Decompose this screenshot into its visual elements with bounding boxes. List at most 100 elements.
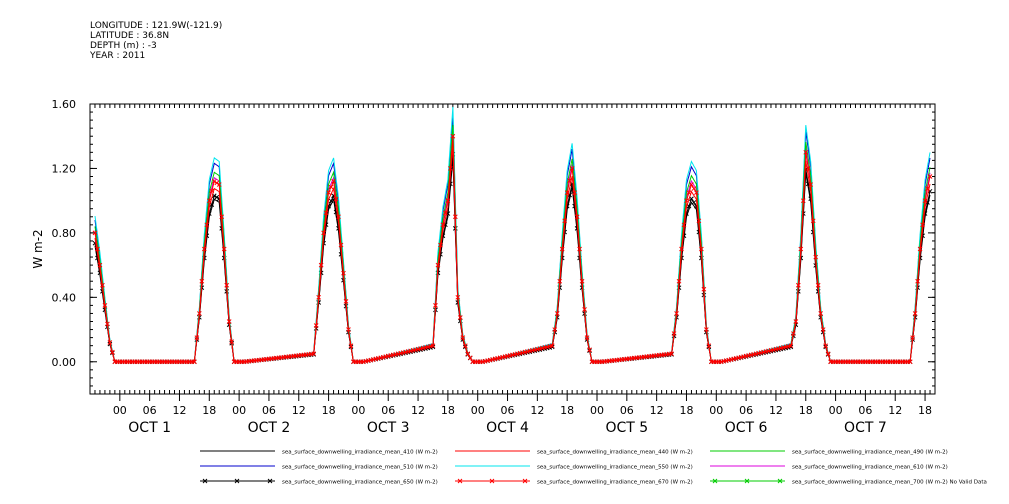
x-tick-label: 12 xyxy=(530,404,544,417)
series-marker-7 xyxy=(338,242,344,248)
series-marker-7 xyxy=(343,299,349,304)
series-marker-7 xyxy=(211,178,217,184)
header-depth: DEPTH (m) : -3 xyxy=(90,41,157,51)
x-tick-label: 18 xyxy=(322,404,336,417)
series-layer xyxy=(92,106,933,365)
y-tick-label: 0.40 xyxy=(52,291,77,304)
series-marker-7 xyxy=(348,343,354,349)
series-marker-7 xyxy=(699,246,704,252)
y-tick-label: 0.00 xyxy=(52,356,77,369)
series-marker-7 xyxy=(674,311,679,316)
series-marker-7 xyxy=(790,331,796,336)
series-marker-7 xyxy=(92,230,98,236)
series-marker-7 xyxy=(107,340,113,345)
series-marker-7 xyxy=(910,335,915,340)
series-marker-7 xyxy=(823,343,829,349)
x-tick-label: 12 xyxy=(650,404,664,417)
series-line-2 xyxy=(94,124,931,363)
series-marker-7 xyxy=(326,190,331,195)
series-marker-7 xyxy=(696,218,702,224)
x-tick-label: 06 xyxy=(620,404,634,417)
series-marker-7 xyxy=(102,303,108,308)
series-marker-7 xyxy=(462,343,468,349)
x-tick-label: 18 xyxy=(679,404,693,417)
series-marker-7 xyxy=(209,188,215,194)
legend-label-7: sea_surface_downwelling_irradiance_mean_… xyxy=(537,480,693,486)
series-marker-7 xyxy=(907,359,913,365)
x-tick-label: 12 xyxy=(411,404,425,417)
series-marker-7 xyxy=(221,246,227,252)
x-day-label: OCT 6 xyxy=(725,420,768,436)
series-marker-6 xyxy=(691,200,697,205)
series-marker-7 xyxy=(671,331,677,336)
series-marker-7 xyxy=(192,359,197,365)
series-marker-7 xyxy=(214,180,220,186)
series-marker-7 xyxy=(313,323,319,328)
series-marker-7 xyxy=(691,186,697,191)
x-day-label: OCT 2 xyxy=(248,420,291,436)
series-marker-7 xyxy=(336,214,341,220)
x-tick-label: 12 xyxy=(172,404,186,417)
series-marker-7 xyxy=(922,198,928,204)
legend-label-2: sea_surface_downwelling_irradiance_mean_… xyxy=(792,450,948,456)
series-marker-7 xyxy=(820,327,826,332)
series-marker-7 xyxy=(460,335,466,340)
series-marker-7 xyxy=(584,335,590,340)
series-marker-7 xyxy=(803,149,809,155)
series-marker-7 xyxy=(686,190,692,195)
series-marker-7 xyxy=(457,315,463,320)
y-axis-label: W m-2 xyxy=(31,229,45,268)
y-tick-label: 0.80 xyxy=(52,227,77,240)
series-marker-7 xyxy=(669,351,674,357)
series-marker-7 xyxy=(703,327,709,332)
x-tick-label: 00 xyxy=(829,404,843,417)
series-marker-7 xyxy=(216,182,222,187)
series-marker-7 xyxy=(574,214,580,220)
series-marker-7 xyxy=(577,246,582,252)
series-marker-7 xyxy=(450,133,456,139)
series-marker-7 xyxy=(706,343,712,349)
series-marker-7 xyxy=(206,198,212,204)
series-marker-7 xyxy=(572,190,577,195)
y-axis: 0.00 0.40 0.80 1.20 1.60 xyxy=(52,98,935,395)
header-latitude: LATITUDE : 36.8N xyxy=(90,31,170,41)
plot-header: LONGITUDE : 121.9W(-121.9) LATITUDE : 36… xyxy=(90,21,222,61)
legend-label-4: sea_surface_downwelling_irradiance_mean_… xyxy=(537,465,693,471)
y-tick-label: 1.60 xyxy=(52,98,77,111)
x-tick-label: 12 xyxy=(292,404,306,417)
series-marker-6 xyxy=(328,198,334,204)
series-marker-7 xyxy=(346,327,351,332)
x-tick-label: 00 xyxy=(709,404,723,417)
series-marker-7 xyxy=(582,307,587,312)
x-axis: 00 06 12 18 00 06 12 18 00 06 12 18 00 06 12 18 00 06 12 18… xyxy=(89,104,936,436)
series-marker-7 xyxy=(311,351,317,357)
series-marker-7 xyxy=(569,166,575,171)
series-marker-7 xyxy=(318,262,324,268)
x-day-label: OCT 5 xyxy=(605,420,648,436)
x-tick-label: 00 xyxy=(351,404,365,417)
series-marker-7 xyxy=(333,196,339,202)
series-marker-7 xyxy=(808,182,814,187)
series-marker-7 xyxy=(915,278,920,284)
series-marker-7 xyxy=(925,186,930,191)
x-tick-label: 06 xyxy=(501,404,515,417)
series-marker-7 xyxy=(815,282,821,288)
series-marker-7 xyxy=(813,254,819,260)
series-marker-7 xyxy=(448,166,453,171)
series-marker-7 xyxy=(226,319,232,324)
legend-marker xyxy=(202,478,208,484)
series-marker-7 xyxy=(788,343,794,349)
series-marker-7 xyxy=(549,343,555,349)
x-tick-label: 00 xyxy=(113,404,127,417)
series-marker-7 xyxy=(316,294,322,300)
series-marker-7 xyxy=(579,278,585,284)
series-marker-7 xyxy=(805,166,811,171)
series-marker-7 xyxy=(100,282,105,288)
series-marker-7 xyxy=(95,246,100,252)
series-marker-7 xyxy=(567,178,573,183)
series-marker-7 xyxy=(920,222,925,228)
x-tick-label: 06 xyxy=(739,404,753,417)
series-marker-7 xyxy=(587,347,592,353)
series-marker-7 xyxy=(105,321,110,327)
series-marker-7 xyxy=(229,339,235,344)
